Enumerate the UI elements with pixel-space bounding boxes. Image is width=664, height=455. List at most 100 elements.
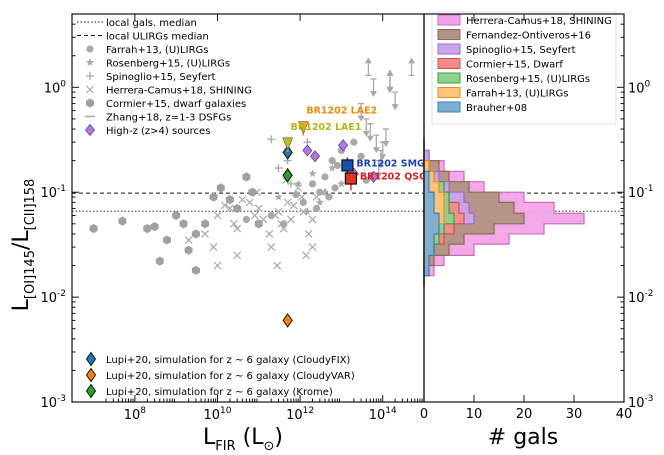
- legend-label: Farrah+13, (U)LIRGs: [106, 45, 209, 56]
- data-point: [308, 180, 317, 188]
- upper-limit-bar: [367, 123, 374, 138]
- x-tick-label: 1010: [203, 406, 231, 423]
- y-tick-label: 10-3: [40, 394, 66, 411]
- x-tick-label: 1012: [286, 406, 314, 423]
- data-point: [308, 243, 317, 251]
- y-tick-label-right: 10-2: [628, 289, 654, 306]
- y-tick-label: 10-2: [40, 289, 66, 306]
- x-axis-label: LFIR (L⊙): [203, 425, 283, 454]
- lower-limit-arrow: [408, 57, 416, 64]
- histogram-panel: Herrera-Camus+18, SHINING Fernandez-Ontiv…: [420, 11, 633, 422]
- hist-x-tick-label: 40: [616, 407, 633, 422]
- data-point: [233, 203, 242, 214]
- data-point: [357, 152, 365, 160]
- legend-label: Cormier+15, Dwarf: [466, 60, 563, 71]
- y-tick-label-right: 100: [628, 79, 651, 96]
- data-point: [294, 183, 303, 192]
- data-point: [277, 219, 286, 228]
- data-point: [283, 198, 292, 207]
- upper-limit-bar: [379, 141, 386, 157]
- legend-swatch: [85, 351, 97, 367]
- upper-limit-bar: [392, 91, 399, 107]
- legend-label: Rosenberg+15, (U)LIRGs: [466, 74, 590, 85]
- data-point: [191, 265, 200, 275]
- upper-limit-bar: [373, 134, 380, 150]
- upper-limit-bar: [375, 159, 382, 175]
- highlight-marker: [282, 137, 294, 151]
- lower-limit-arrow: [386, 69, 394, 76]
- legend-swatch: [437, 43, 461, 55]
- y-axis-label: L[OI]145/L[CII]158: [9, 179, 38, 312]
- highlight-marker: [297, 121, 309, 135]
- data-point: [337, 179, 346, 188]
- legend-swatch: [437, 101, 461, 113]
- upper-limit-arrow: [375, 172, 383, 179]
- data-point: [274, 207, 283, 216]
- legend-swatch: [437, 72, 461, 84]
- legend-swatch: [86, 85, 94, 94]
- data-point: [350, 138, 358, 146]
- histogram-frame: [423, 13, 625, 403]
- data-point: [209, 243, 218, 251]
- highlight-label: BR1202 LAE2: [306, 106, 377, 117]
- data-point: [213, 261, 222, 270]
- upper-limit-arrow: [366, 135, 374, 142]
- data-point: [226, 204, 234, 213]
- legend-swatch: [437, 29, 461, 40]
- legend-label: Lupi+20, simulation for z ~ 6 galaxy (Kr…: [106, 387, 333, 398]
- data-point: [320, 187, 330, 196]
- legend-swatch: [437, 87, 461, 98]
- upper-limit-arrow: [372, 147, 380, 154]
- y-tick-label-right: 10-3: [628, 394, 654, 411]
- data-point: [163, 235, 171, 245]
- data-point: [287, 215, 295, 224]
- data-point: [238, 195, 247, 204]
- data-point: [179, 219, 188, 229]
- data-point: [242, 215, 250, 224]
- data-point: [242, 172, 251, 182]
- data-point: [321, 173, 329, 181]
- data-point: [248, 187, 257, 197]
- data-point: [308, 215, 317, 224]
- data-point: [286, 179, 295, 188]
- histogram-legend-box: [431, 11, 617, 125]
- legend-swatch: [85, 367, 97, 383]
- legend-label: local ULIRGs median: [106, 32, 209, 43]
- data-point: [304, 230, 313, 238]
- legend-swatch: [84, 123, 96, 137]
- upper-limit-bar: [382, 128, 389, 144]
- panel-frames: [71, 13, 625, 403]
- data-point: [150, 222, 159, 232]
- data-point: [213, 211, 222, 220]
- data-point: [280, 220, 288, 228]
- legend-label: High-z (z>4) sources: [106, 126, 210, 137]
- legend-swatch: [86, 98, 94, 108]
- data-point: [273, 261, 282, 270]
- data-point: [233, 224, 242, 233]
- legend-label: Zhang+18, z=1-3 DSFGs: [106, 113, 231, 124]
- legend-label: Cormier+15, dwarf galaxies: [106, 99, 246, 110]
- data-point: [209, 192, 218, 202]
- upper-limit-arrow: [386, 87, 394, 94]
- legend-label: Lupi+20, simulation for z ~ 6 galaxy (Cl…: [106, 355, 350, 366]
- data-point: [184, 236, 193, 244]
- legend-label: Fernandez-Ontiveros+16: [466, 31, 591, 42]
- lupi-point: [282, 144, 293, 160]
- lupi-point: [282, 312, 293, 328]
- data-point: [299, 207, 308, 216]
- highlight-marker: [341, 159, 354, 172]
- upper-limit-arrow: [370, 91, 378, 98]
- data-point: [328, 163, 337, 172]
- upper-limit-bar: [358, 102, 365, 118]
- y-tick-label: 10-1: [40, 184, 66, 201]
- hist-x-tick-label: 10: [466, 407, 483, 422]
- hist-x-tick-label: 0: [420, 407, 428, 422]
- data-point: [274, 192, 283, 201]
- legend-label: Lupi+20, simulation for z ~ 6 galaxy (Cl…: [106, 371, 355, 382]
- legend-swatch: [437, 14, 461, 26]
- x-tick-label: 1014: [369, 406, 397, 423]
- histogram-bars: [423, 139, 525, 286]
- lower-limit-arrow: [364, 57, 372, 64]
- scatter-panel: BR1202 LAE2 BR1202 LAE1 BR1202 SMG BR1202 Q…: [40, 13, 654, 423]
- data-point: [254, 219, 263, 229]
